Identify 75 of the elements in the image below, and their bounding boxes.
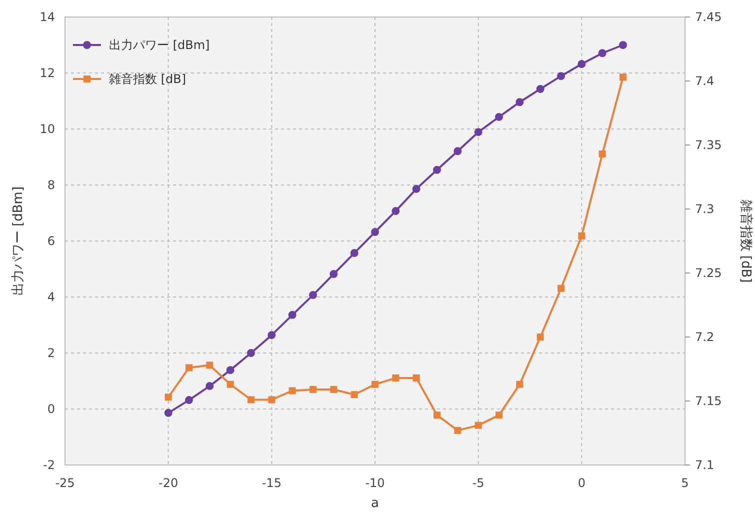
legend-label: 雑音指数 [dB]: [109, 72, 186, 86]
x-tick-label: -25: [55, 476, 75, 490]
point: [495, 112, 503, 121]
point: [433, 166, 441, 174]
point: [226, 380, 234, 388]
point: [164, 408, 172, 417]
x-tick-label: -10: [365, 476, 385, 490]
y2-tick-label: 7.35: [695, 138, 722, 152]
y-tick-label: -2: [43, 458, 55, 472]
y-tick-label: 8: [47, 178, 55, 192]
point: [454, 147, 462, 156]
point: [392, 374, 400, 382]
x-tick-label: -20: [158, 476, 178, 490]
point: [206, 362, 214, 369]
point: [516, 380, 524, 388]
point: [288, 387, 296, 394]
point: [620, 74, 626, 81]
y-tick-label: 12: [40, 66, 55, 80]
point: [557, 72, 565, 80]
y2-tick-label: 7.45: [695, 10, 722, 24]
point: [392, 207, 400, 216]
point: [558, 284, 564, 292]
point: [454, 426, 462, 434]
point: [598, 49, 606, 58]
y-tick-label: 4: [47, 290, 55, 304]
point: [516, 98, 524, 106]
point: [350, 249, 358, 258]
point: [496, 412, 502, 419]
point: [412, 184, 420, 193]
y-axis-title: 出力パワー [dBm]: [11, 186, 26, 296]
y-tick-label: 14: [40, 10, 55, 24]
point: [226, 366, 234, 374]
point: [536, 84, 544, 93]
point: [310, 386, 316, 393]
point: [309, 291, 317, 300]
point: [247, 349, 255, 357]
point: [186, 364, 192, 372]
y-tick-label: 2: [47, 346, 55, 360]
point: [578, 60, 586, 68]
y2-tick-label: 7.3: [695, 202, 714, 216]
x-tick-label: 5: [681, 476, 689, 490]
point: [372, 380, 378, 388]
point: [268, 331, 276, 340]
point: [578, 232, 586, 240]
point: [164, 394, 172, 401]
point: [474, 422, 482, 429]
point: [474, 128, 482, 136]
point: [350, 391, 358, 398]
y2-tick-label: 7.1: [695, 458, 714, 472]
point: [248, 396, 254, 404]
y-tick-label: 0: [47, 402, 55, 416]
point: [434, 412, 440, 419]
point: [412, 374, 420, 382]
point: [206, 382, 214, 390]
point: [330, 386, 338, 393]
legend-label: 出力パワー [dBm]: [109, 38, 210, 52]
point: [185, 396, 193, 404]
x-tick-label: -5: [472, 476, 484, 490]
y-tick-label: 6: [47, 234, 55, 248]
y2-tick-label: 7.25: [695, 266, 722, 280]
point: [288, 310, 296, 319]
point: [330, 270, 338, 278]
y2-axis-title: 雑音指数 [dB]: [738, 199, 753, 283]
y2-tick-label: 7.2: [695, 330, 714, 344]
x-axis-title: a: [371, 496, 379, 511]
y2-tick-label: 7.4: [695, 74, 714, 88]
x-tick-label: 0: [578, 476, 586, 490]
point: [619, 41, 627, 49]
x-tick-label: -15: [262, 476, 282, 490]
point: [371, 228, 379, 236]
y2-tick-label: 7.15: [695, 394, 722, 408]
point: [598, 150, 606, 158]
point: [268, 396, 276, 404]
point: [536, 334, 544, 340]
y-tick-label: 10: [40, 122, 55, 136]
